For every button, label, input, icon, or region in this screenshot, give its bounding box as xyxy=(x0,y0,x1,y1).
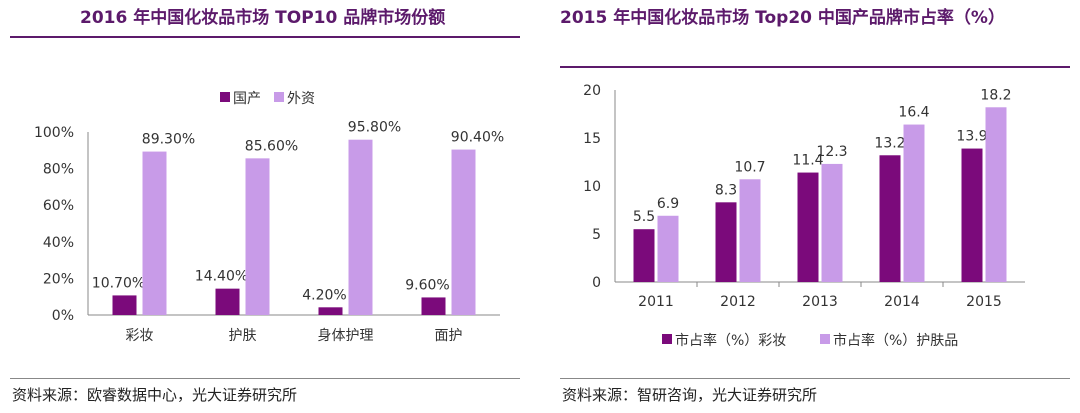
left-title-rule xyxy=(10,36,520,38)
data-label: 10.70% xyxy=(92,275,145,291)
data-label: 4.20% xyxy=(302,287,346,303)
data-label: 95.80% xyxy=(348,120,401,136)
legend-swatch xyxy=(220,92,230,102)
y-tick-label: 80% xyxy=(43,162,74,178)
data-label: 11.4 xyxy=(792,153,823,169)
legend-swatch xyxy=(274,92,284,102)
y-tick-label: 0 xyxy=(592,275,601,291)
bar-series-2 xyxy=(903,124,925,282)
data-label: 85.60% xyxy=(245,138,298,154)
legend-label: 国产 xyxy=(233,91,261,107)
bar-series-2 xyxy=(985,107,1007,282)
bar-series-2 xyxy=(142,151,167,315)
bar-series-2 xyxy=(348,139,373,315)
y-tick-label: 100% xyxy=(34,125,74,141)
bar-series-1 xyxy=(633,229,655,282)
x-tick-label: 彩妆 xyxy=(126,328,154,344)
bar-series-1 xyxy=(215,288,240,315)
bar-series-2 xyxy=(821,163,843,282)
right-chart-title: 2015 年中国化妆品市场 Top20 中国产品牌市占率（%） xyxy=(560,8,1005,28)
bar-series-2 xyxy=(451,149,476,315)
x-tick-label: 2011 xyxy=(638,294,674,310)
bar-series-1 xyxy=(797,172,819,282)
y-tick-label: 10 xyxy=(583,179,601,195)
y-tick-label: 0% xyxy=(52,308,74,324)
right-chart-panel: 2015 年中国化妆品市场 Top20 中国产品牌市占率（%） 0 5 10 15 20… xyxy=(550,0,1080,413)
legend-label: 外资 xyxy=(287,91,315,107)
left-chart-panel: 2016 年中国化妆品市场 TOP10 品牌市场份额 0% 20% 40% 60% 80… xyxy=(0,0,530,413)
right-source-note: 资料来源：智研咨询，光大证券研究所 xyxy=(562,386,818,404)
data-label: 13.2 xyxy=(874,135,905,151)
data-label: 90.40% xyxy=(451,130,504,146)
x-tick-label: 身体护理 xyxy=(318,328,374,344)
data-label: 13.9 xyxy=(956,129,987,145)
right-source-rule xyxy=(560,378,1070,379)
left-chart-title: 2016 年中国化妆品市场 TOP10 品牌市场份额 xyxy=(80,8,446,28)
bar-series-1 xyxy=(318,307,343,315)
right-chart: 0 5 10 15 20 2011 5.56.9 2012 8.3 10.7 2013 11.412.… xyxy=(583,83,1025,349)
bar-series-1 xyxy=(715,202,737,282)
x-tick-label: 2012 xyxy=(720,294,756,310)
data-label: 16.4 xyxy=(898,105,929,121)
data-label: 10.7 xyxy=(734,159,765,175)
y-tick-label: 60% xyxy=(43,198,74,214)
left-source-rule xyxy=(10,378,520,379)
data-label: 14.40% xyxy=(195,269,248,285)
y-tick-label: 20 xyxy=(583,83,601,99)
data-label: 5.5 xyxy=(633,209,655,225)
legend-label: 市占率（%）护肤品 xyxy=(833,332,958,349)
right-title-rule xyxy=(560,66,1070,68)
y-tick-label: 20% xyxy=(43,271,74,287)
left-chart: 0% 20% 40% 60% 80% 100% 彩妆 10.70% 89.30% 护肤 14.40%… xyxy=(34,91,504,344)
data-label: 18.2 xyxy=(980,87,1011,103)
bar-series-2 xyxy=(739,179,761,282)
x-tick-label: 2015 xyxy=(966,294,1002,310)
data-label: 6.9 xyxy=(657,196,679,212)
x-tick-label: 2013 xyxy=(802,294,838,310)
left-source-note: 资料来源：欧睿数据中心，光大证券研究所 xyxy=(12,386,298,404)
y-tick-label: 15 xyxy=(583,131,601,147)
y-tick-label: 40% xyxy=(43,235,74,251)
x-tick-label: 2014 xyxy=(884,294,920,310)
bar-series-2 xyxy=(245,158,270,315)
legend-swatch xyxy=(662,334,672,344)
bar-series-2 xyxy=(657,215,679,282)
y-tick-label: 5 xyxy=(592,227,601,243)
data-label: 9.60% xyxy=(405,277,449,293)
data-label: 8.3 xyxy=(715,182,737,198)
bar-series-1 xyxy=(879,155,901,282)
x-tick-label: 面护 xyxy=(435,328,463,344)
legend-label: 市占率（%）彩妆 xyxy=(675,332,786,349)
data-label: 89.30% xyxy=(142,132,195,148)
x-tick-label: 护肤 xyxy=(229,328,257,344)
legend-swatch xyxy=(820,334,830,344)
bar-series-1 xyxy=(421,297,446,315)
bar-series-1 xyxy=(961,148,983,282)
bar-series-1 xyxy=(112,295,137,315)
data-label: 12.3 xyxy=(816,144,847,160)
